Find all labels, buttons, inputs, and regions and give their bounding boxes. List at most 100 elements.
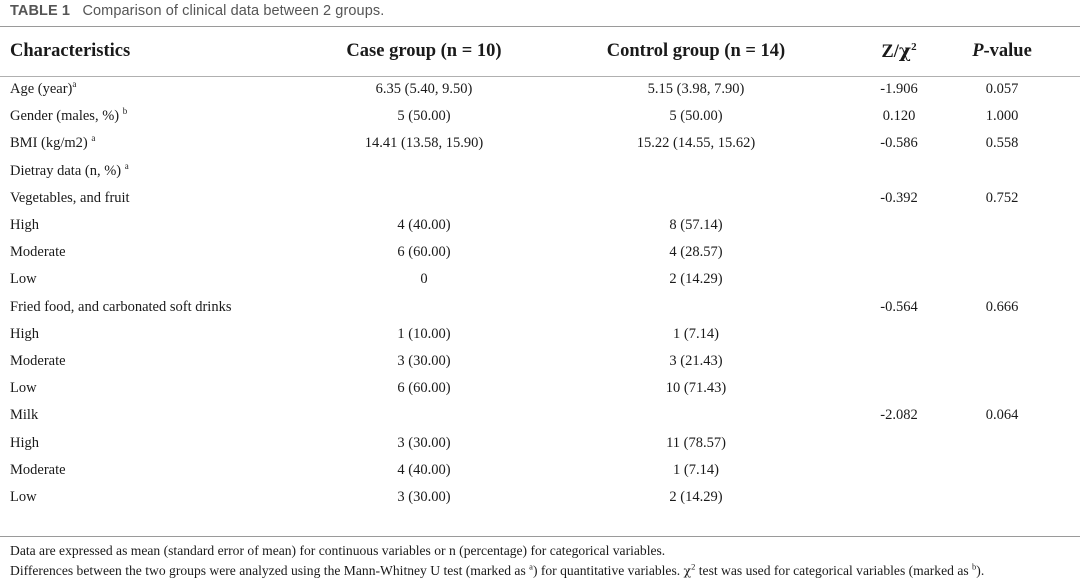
row-p-value: 0.752	[985, 189, 1019, 206]
row-case-value	[330, 185, 518, 212]
row-control-value: 10 (71.43)	[665, 380, 727, 397]
header-p-value: P-value	[924, 27, 1080, 76]
header-characteristics: Characteristics	[10, 41, 131, 61]
row-characteristic: Moderate	[0, 457, 330, 484]
row-statistic	[874, 321, 924, 348]
row-p-value: 0.558	[985, 135, 1019, 152]
row-statistic: -0.586	[880, 135, 918, 152]
table-header-row: Characteristics Case group (n = 10) Cont…	[0, 27, 1080, 76]
header-p-italic: P	[972, 41, 984, 61]
row-case-value: 3 (30.00)	[397, 352, 451, 369]
row-label: High	[10, 434, 39, 451]
row-label: BMI (kg/m2)	[10, 135, 92, 152]
row-statistic: -0.392	[880, 189, 918, 206]
row-case-value: 1 (10.00)	[397, 325, 451, 342]
row-control-value: 2 (14.29)	[669, 488, 723, 505]
row-control-value	[518, 185, 874, 212]
row-case-value: 6 (60.00)	[397, 380, 451, 397]
row-label: High	[10, 217, 39, 234]
row-p-value	[924, 239, 1080, 266]
row-case-value: 6 (60.00)	[397, 244, 451, 261]
footnote-2-sup-2: 2	[691, 561, 696, 572]
row-label: Vegetables, and fruit	[10, 189, 130, 206]
row-characteristic: High	[0, 212, 330, 239]
footnote-2-sup-a: a	[529, 561, 533, 572]
table-row: High 3 (30.00) 11 (78.57)	[0, 429, 1080, 456]
table-row: Milk -2.082 0.064	[0, 402, 1080, 429]
row-control-value: 15.22 (14.55, 15.62)	[636, 135, 756, 152]
row-p-value: 0.064	[985, 407, 1019, 424]
table-caption: TABLE 1 Comparison of clinical data betw…	[10, 3, 384, 19]
row-control-value	[518, 294, 874, 321]
footnote-2-part-c: test was used for categorical variables …	[695, 563, 973, 578]
row-control-value	[518, 402, 874, 429]
row-p-value	[924, 212, 1080, 239]
header-p-rest: -value	[983, 41, 1032, 61]
footnote-line-2: Differences between the two groups were …	[10, 561, 984, 581]
row-label: Moderate	[10, 352, 66, 369]
table-row: Dietray data (n, %) a	[0, 158, 1080, 185]
row-case-value: 5 (50.00)	[397, 108, 451, 125]
row-p-value	[924, 321, 1080, 348]
row-control-value: 2 (14.29)	[669, 271, 723, 288]
row-label: Fried food, and carbonated soft drinks	[10, 298, 232, 315]
row-label: Low	[10, 488, 37, 505]
row-label: Low	[10, 271, 37, 288]
row-p-value	[924, 429, 1080, 456]
table-row: BMI (kg/m2) a 14.41 (13.58, 15.90) 15.22 (…	[0, 130, 1080, 157]
footnote-2-sup-b: b	[972, 561, 977, 572]
footnote-2-part-d: ).	[976, 563, 985, 578]
header-rule	[0, 76, 1080, 77]
row-characteristic: Milk	[0, 402, 330, 429]
footnote-2-part-a: Differences between the two groups were …	[10, 563, 530, 578]
row-case-value: 3 (30.00)	[397, 434, 451, 451]
row-case-value: 0	[420, 271, 428, 288]
header-statistic: Z/χ2	[874, 27, 924, 76]
row-statistic	[874, 484, 924, 511]
row-footnote-marker: b	[122, 106, 128, 117]
row-control-value: 5.15 (3.98, 7.90)	[647, 81, 745, 98]
row-characteristic: Moderate	[0, 348, 330, 375]
row-statistic	[874, 429, 924, 456]
table-row: Fried food, and carbonated soft drinks -0…	[0, 294, 1080, 321]
row-p-value: 1.000	[985, 108, 1019, 125]
row-characteristic: Moderate	[0, 239, 330, 266]
row-p-value: 0.666	[985, 298, 1019, 315]
row-p-value	[924, 266, 1080, 293]
row-characteristic: Age (year)a	[0, 76, 330, 103]
table-row: Age (year)a 6.35 (5.40, 9.50) 5.15 (3.98, …	[0, 76, 1080, 103]
row-control-value: 3 (21.43)	[669, 352, 723, 369]
header-stat-sup: 2	[911, 40, 917, 53]
row-statistic	[874, 212, 924, 239]
row-label: Age (year)	[10, 81, 73, 98]
row-label: Low	[10, 380, 37, 397]
row-footnote-marker: a	[72, 79, 77, 90]
row-statistic	[874, 158, 924, 185]
row-characteristic: Dietray data (n, %) a	[0, 158, 330, 185]
row-characteristic: High	[0, 429, 330, 456]
row-control-value	[518, 158, 874, 185]
row-characteristic: BMI (kg/m2) a	[0, 130, 330, 157]
row-case-value	[330, 402, 518, 429]
row-statistic: -0.564	[880, 298, 918, 315]
row-label: Moderate	[10, 461, 66, 478]
table-row: Moderate 3 (30.00) 3 (21.43)	[0, 348, 1080, 375]
table-footnotes: Data are expressed as mean (standard err…	[10, 541, 984, 581]
table-label: TABLE 1	[10, 3, 71, 19]
row-characteristic: Low	[0, 484, 330, 511]
footnote-line-1: Data are expressed as mean (standard err…	[10, 543, 666, 558]
row-case-value: 4 (40.00)	[397, 461, 451, 478]
row-statistic	[874, 375, 924, 402]
row-control-value: 5 (50.00)	[669, 108, 723, 125]
row-label: Moderate	[10, 244, 66, 261]
table-row: High 4 (40.00) 8 (57.14)	[0, 212, 1080, 239]
table-row: Gender (males, %) b 5 (50.00) 5 (50.00) 0.1…	[0, 103, 1080, 130]
row-statistic: 0.120	[882, 108, 916, 125]
row-case-value: 14.41 (13.58, 15.90)	[364, 135, 484, 152]
row-p-value	[924, 484, 1080, 511]
row-label: Dietray data (n, %)	[10, 162, 125, 179]
row-statistic: -1.906	[880, 81, 918, 98]
table-row: High 1 (10.00) 1 (7.14)	[0, 321, 1080, 348]
row-case-value	[330, 158, 518, 185]
row-control-value: 1 (7.14)	[673, 325, 719, 342]
